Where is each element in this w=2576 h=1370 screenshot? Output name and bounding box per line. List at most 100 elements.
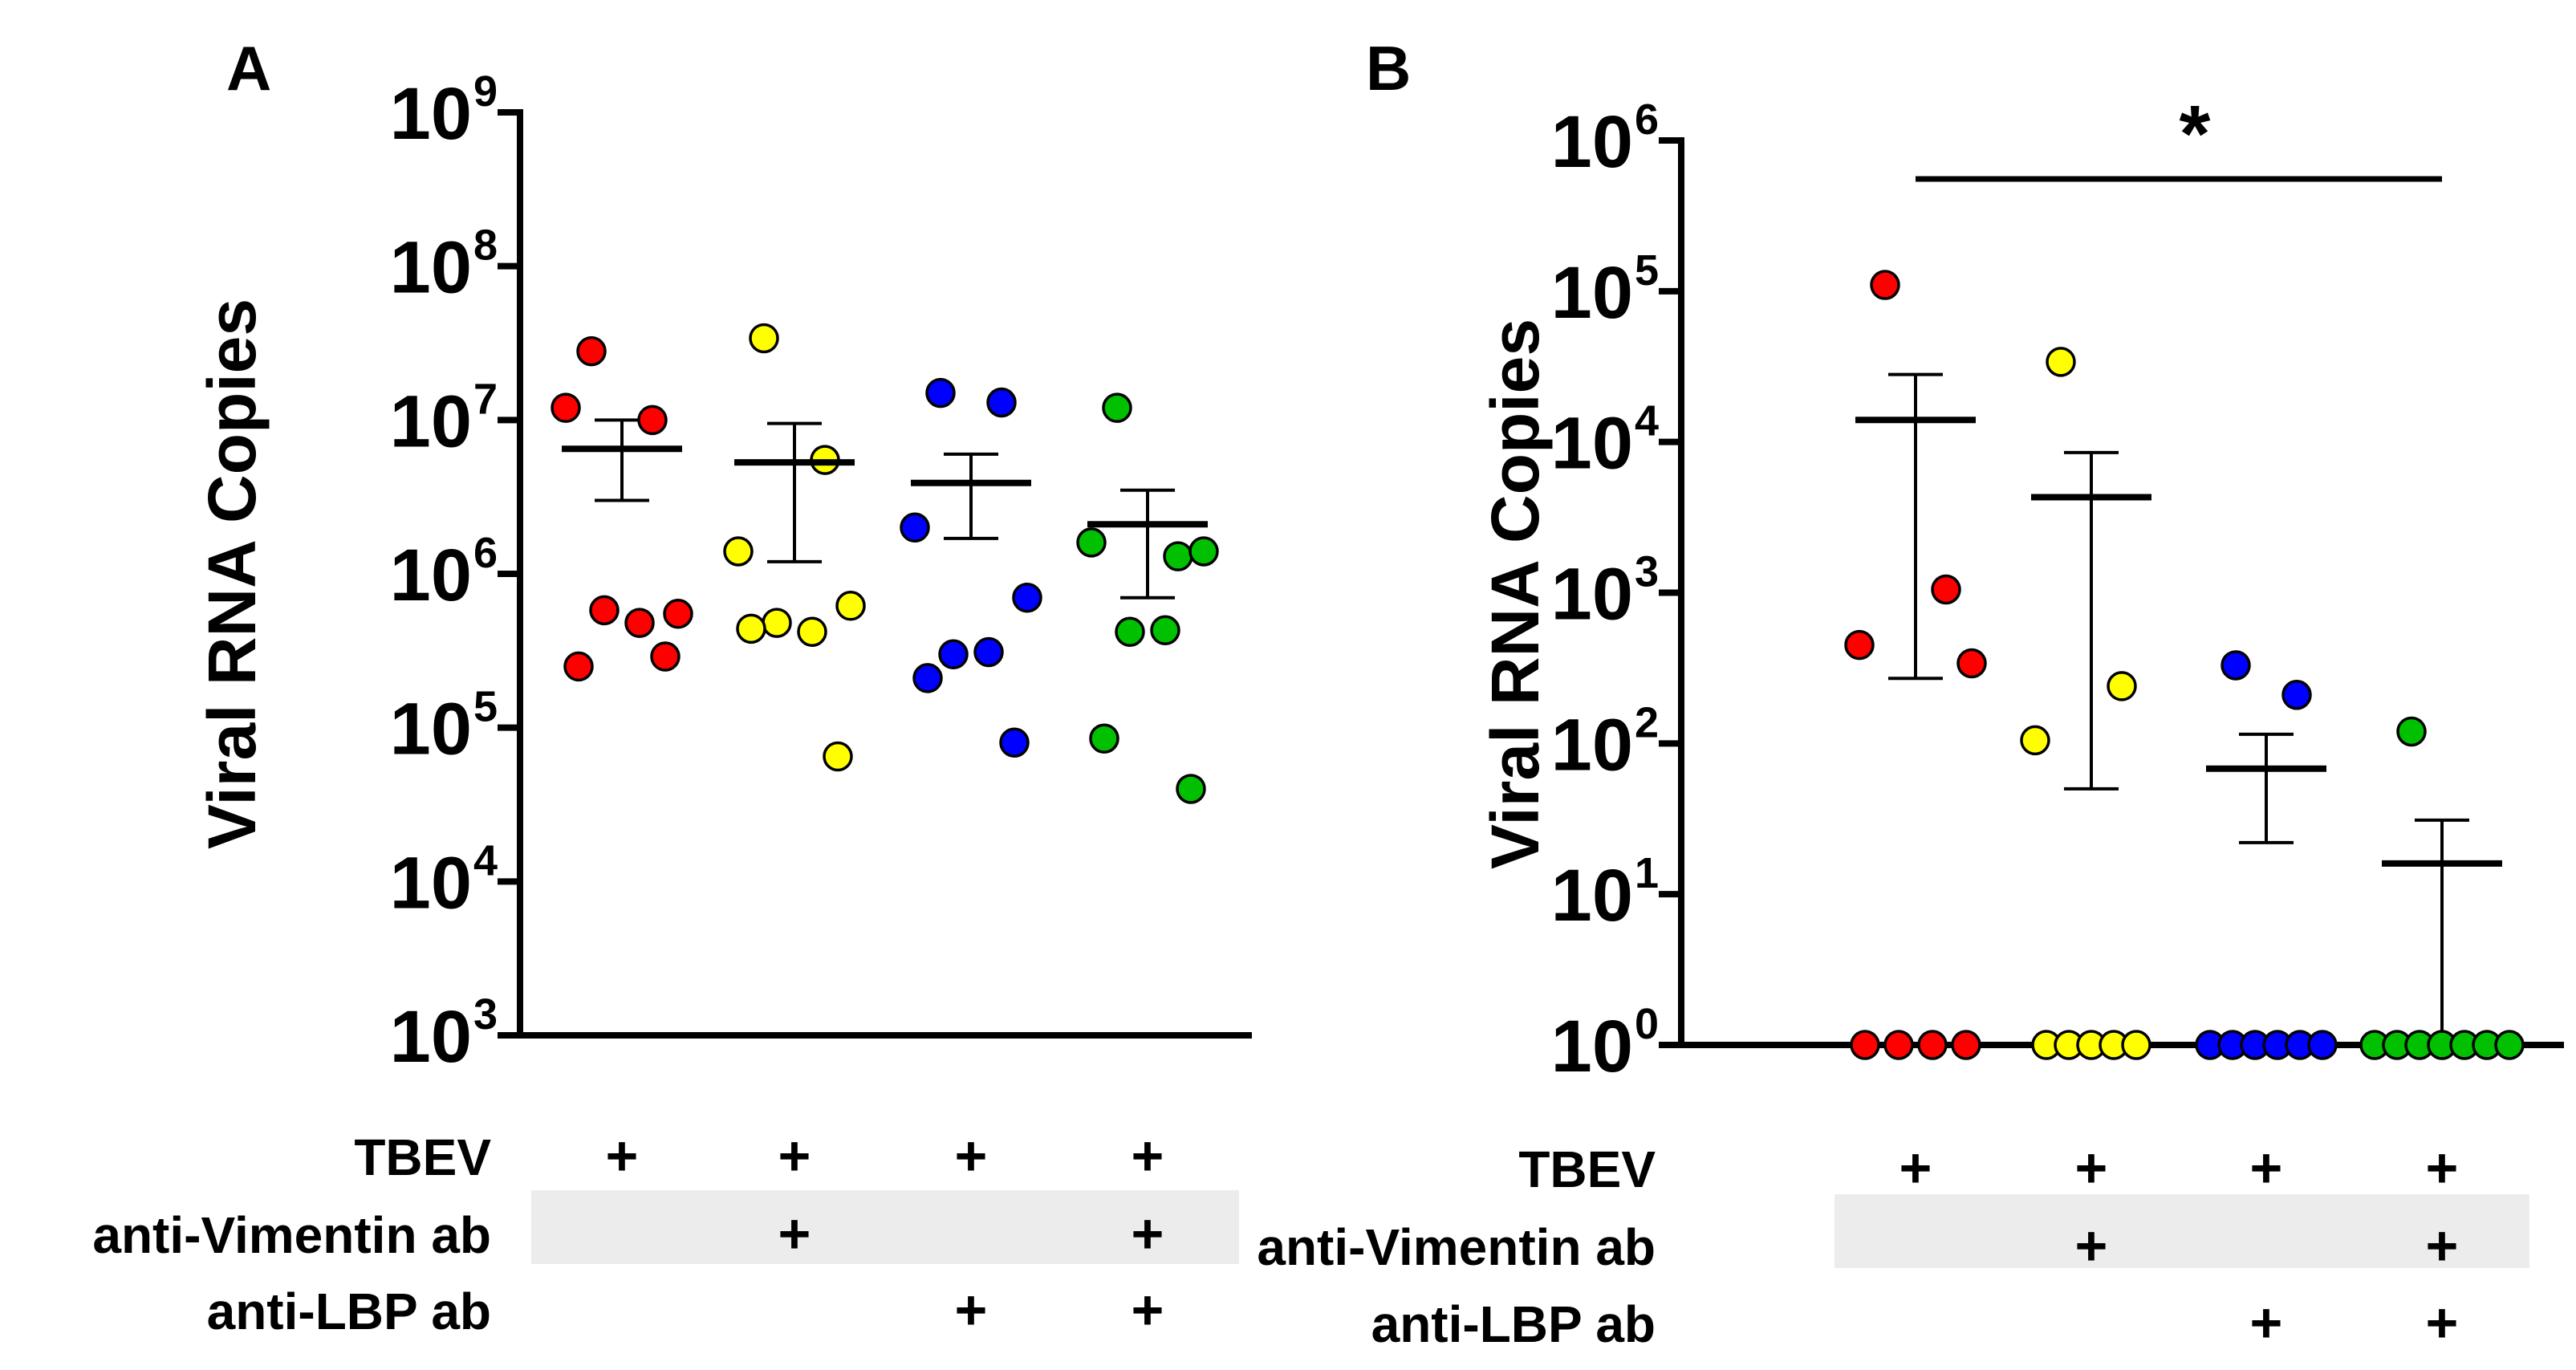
y-tick-label: 10	[390, 73, 472, 155]
data-point	[973, 636, 1004, 668]
y-tick-label: 10	[390, 996, 472, 1078]
data-group: ++	[900, 377, 1042, 1341]
factor-label: TBEV	[354, 1128, 491, 1186]
data-point	[1089, 723, 1119, 754]
y-tick-label: 10	[1551, 101, 1633, 183]
y-tick-label: 10	[390, 227, 472, 309]
y-tick-exponent: 0	[1635, 1000, 1659, 1048]
y-tick-label: 10	[390, 689, 472, 770]
data-point	[736, 613, 766, 644]
y-tick-exponent: 8	[473, 222, 498, 270]
factor-row-shade	[531, 1190, 1239, 1264]
factor-plus: +	[955, 1279, 988, 1341]
y-tick-exponent: 3	[1635, 548, 1659, 596]
data-point	[589, 595, 620, 626]
data-point	[2107, 671, 2137, 701]
y-tick-exponent: 6	[473, 529, 498, 577]
panel-letter: A	[226, 33, 271, 104]
data-point	[563, 651, 594, 682]
data-point	[1150, 615, 1180, 646]
y-tick-exponent: 5	[473, 683, 498, 731]
factor-plus: +	[1132, 1124, 1164, 1187]
data-point	[663, 599, 693, 629]
data-point	[1883, 1030, 1914, 1060]
factor-plus: +	[2250, 1136, 2283, 1199]
y-tick-exponent: 2	[1635, 698, 1659, 746]
data-point	[1115, 616, 1145, 647]
data-group: + + +	[2359, 716, 2525, 1354]
data-point	[835, 591, 866, 621]
data-point	[1188, 536, 1219, 567]
data-point	[900, 512, 930, 543]
factor-plus: +	[2075, 1214, 2108, 1277]
data-point	[723, 536, 754, 567]
factor-plus: +	[2250, 1291, 2283, 1354]
y-tick-label: 10	[1551, 855, 1633, 937]
data-group: +	[551, 335, 693, 1187]
data-point	[2396, 716, 2427, 747]
data-point	[1850, 1030, 1880, 1060]
y-tick-label: 10	[390, 842, 472, 924]
factor-plus: +	[778, 1124, 811, 1187]
data-group: + + +	[1076, 392, 1219, 1341]
data-point	[762, 608, 792, 638]
data-point	[1012, 582, 1042, 613]
factor-plus: +	[1132, 1279, 1164, 1341]
y-tick-label: 10	[390, 535, 472, 616]
y-tick-exponent: 4	[1635, 397, 1659, 445]
factor-plus: +	[778, 1202, 811, 1265]
factor-label: anti-Vimentin ab	[1257, 1218, 1656, 1276]
data-point	[576, 335, 607, 367]
factor-label: anti-LBP ab	[1371, 1295, 1656, 1353]
data-point	[650, 641, 681, 672]
data-point	[1076, 527, 1107, 558]
y-tick-label: 10	[1551, 403, 1633, 485]
data-point	[1931, 574, 1961, 605]
data-point	[2220, 650, 2251, 681]
factor-label: TBEV	[1518, 1140, 1656, 1198]
data-point	[1102, 392, 1132, 423]
y-tick-exponent: 1	[1635, 849, 1659, 897]
data-point	[823, 741, 853, 772]
y-axis-label: Viral RNA Copies	[194, 299, 270, 849]
factor-plus: +	[606, 1124, 639, 1187]
data-point	[999, 727, 1030, 758]
significance-label: *	[2180, 89, 2211, 179]
data-group: ++	[2020, 347, 2151, 1277]
data-point	[1844, 629, 1875, 661]
data-point	[1917, 1030, 1948, 1060]
y-tick-exponent: 7	[473, 375, 498, 423]
data-point	[1951, 1030, 1981, 1060]
y-tick-exponent: 5	[1635, 246, 1659, 295]
data-point	[637, 404, 668, 436]
y-axis-label: Viral RNA Copies	[1477, 319, 1553, 869]
y-tick-label: 10	[1551, 704, 1633, 786]
data-point	[2020, 725, 2050, 756]
factor-plus: +	[2426, 1291, 2459, 1354]
y-tick-exponent: 4	[473, 836, 498, 884]
data-point	[986, 387, 1017, 418]
y-tick-label: 10	[1551, 252, 1633, 334]
data-point	[551, 392, 581, 423]
data-point	[2307, 1030, 2338, 1060]
factor-plus: +	[2075, 1136, 2108, 1199]
data-point	[1870, 270, 1900, 300]
data-point	[624, 608, 655, 638]
data-point	[912, 663, 943, 693]
y-tick-label: 10	[390, 380, 472, 462]
factor-plus: +	[2426, 1214, 2459, 1277]
data-point	[938, 639, 969, 669]
data-group: +	[1844, 270, 1987, 1199]
y-tick-label: 10	[1551, 1006, 1633, 1087]
factor-row-shade	[1834, 1194, 2529, 1268]
data-point	[2121, 1030, 2151, 1060]
data-point	[1956, 648, 1987, 679]
y-tick-exponent: 6	[1635, 96, 1659, 144]
data-point	[2046, 347, 2076, 377]
factor-plus: +	[1899, 1136, 1932, 1199]
factor-label: anti-LBP ab	[207, 1283, 491, 1340]
data-point	[2494, 1030, 2525, 1060]
y-tick-exponent: 9	[473, 67, 498, 116]
